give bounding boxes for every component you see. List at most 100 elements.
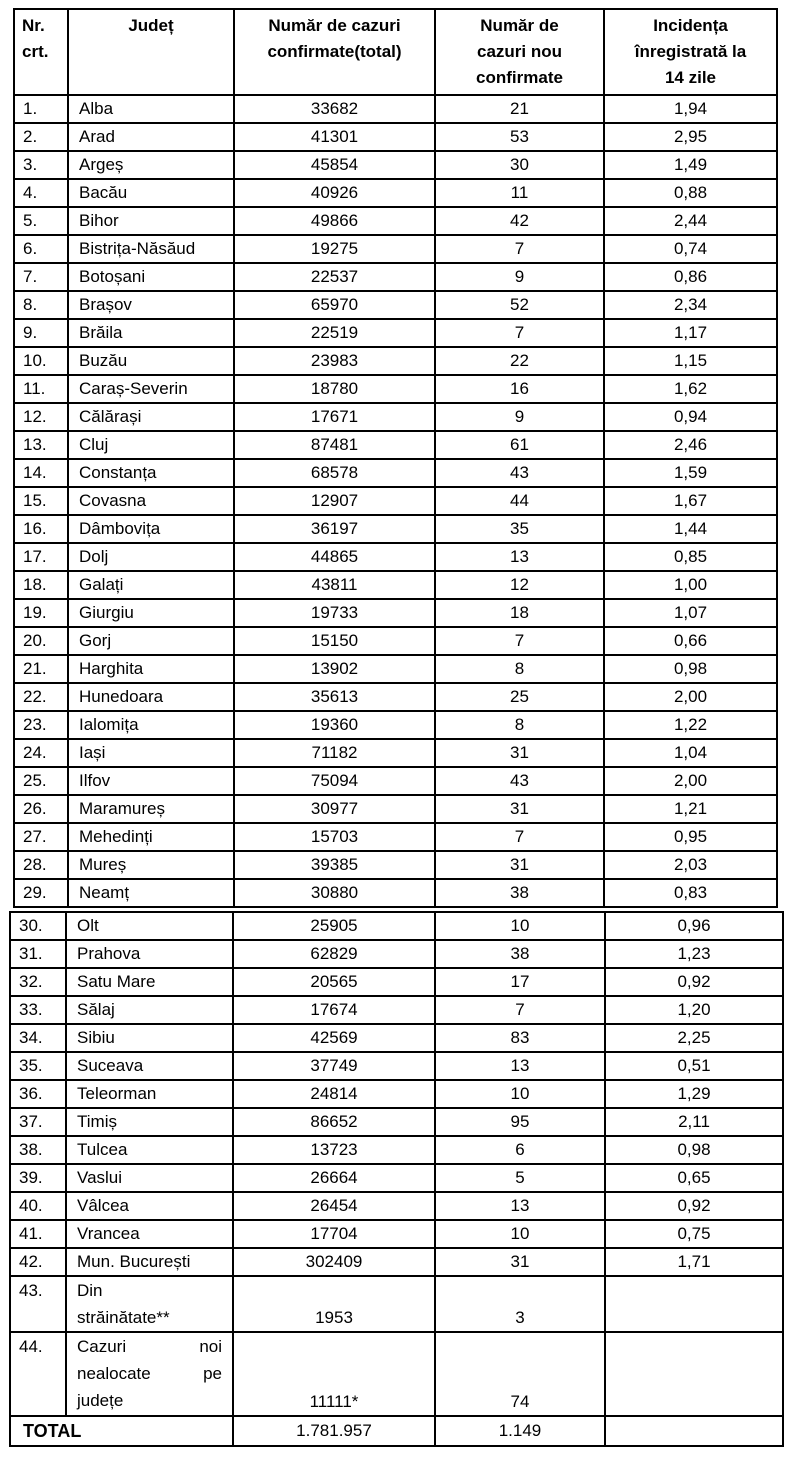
new-cases-cell: 13 <box>434 542 605 572</box>
new-cases-cell: 9 <box>434 402 605 432</box>
new-cases-cell: 3 <box>434 1275 606 1333</box>
county-cell: Tulcea <box>65 1135 234 1165</box>
total-cases-cell: 45854 <box>233 150 436 180</box>
total-cases-cell: 33682 <box>233 94 436 124</box>
county-cell: Harghita <box>67 654 235 684</box>
row-number-cell: 20. <box>13 626 69 656</box>
county-cell: Mun. București <box>65 1247 234 1277</box>
total-cases-cell: 75094 <box>233 766 436 796</box>
total-label-cell: TOTAL <box>9 1415 234 1447</box>
row-number-cell: 39. <box>9 1163 67 1193</box>
table-row: 23. Ialomița 19360 8 1,22 <box>13 710 778 740</box>
incidence-cell: 2,25 <box>604 1023 784 1053</box>
county-name-line: străinătate** <box>68 1304 231 1330</box>
incidence-cell: 0,98 <box>603 654 778 684</box>
table-row: 30. Olt 25905 10 0,96 <box>9 911 784 941</box>
total-cases-cell: 43811 <box>233 570 436 600</box>
total-cases-cell: 17674 <box>232 995 436 1025</box>
county-cell: Giurgiu <box>67 598 235 628</box>
table-row: 7. Botoșani 22537 9 0,86 <box>13 262 778 292</box>
table-row: 22. Hunedoara 35613 25 2,00 <box>13 682 778 712</box>
new-cases-cell: 12 <box>434 570 605 600</box>
county-cell: Vaslui <box>65 1163 234 1193</box>
county-cell: Bistrița-Năsăud <box>67 234 235 264</box>
total-cases-cell: 37749 <box>232 1051 436 1081</box>
county-cell: Alba <box>67 94 235 124</box>
total-row: TOTAL 1.781.957 1.149 <box>9 1415 784 1447</box>
incidence-cell: 0,92 <box>604 967 784 997</box>
county-name-word: Cazuri <box>77 1337 127 1356</box>
incidence-cell: 0,51 <box>604 1051 784 1081</box>
county-cell: Galați <box>67 570 235 600</box>
new-cases-cell: 22 <box>434 346 605 376</box>
header-new-cases: Număr de cazuri nou confirmate <box>434 8 605 96</box>
incidence-cell: 2,11 <box>604 1107 784 1137</box>
new-cases-cell: 95 <box>434 1107 606 1137</box>
total-cases-cell: 87481 <box>233 430 436 460</box>
new-cases-cell: 17 <box>434 967 606 997</box>
new-cases-cell: 7 <box>434 822 605 852</box>
county-cell: Prahova <box>65 939 234 969</box>
new-cases-cell: 43 <box>434 766 605 796</box>
county-cell: Argeș <box>67 150 235 180</box>
incidence-cell: 1,44 <box>603 514 778 544</box>
row-number-cell: 30. <box>9 911 67 941</box>
total-cases-cell: 18780 <box>233 374 436 404</box>
county-name-word: județe <box>77 1391 124 1410</box>
incidence-cell: 2,46 <box>603 430 778 460</box>
total-cases-cell: 62829 <box>232 939 436 969</box>
row-number-cell: 7. <box>13 262 69 292</box>
table-row: 27. Mehedinți 15703 7 0,95 <box>13 822 778 852</box>
row-number-cell: 24. <box>13 738 69 768</box>
table-row: 4. Bacău 40926 11 0,88 <box>13 178 778 208</box>
table-row: 1. Alba 33682 21 1,94 <box>13 94 778 124</box>
new-cases-cell: 43 <box>434 458 605 488</box>
new-cases-cell: 13 <box>434 1191 606 1221</box>
new-cases-cell: 38 <box>434 939 606 969</box>
table-row: 6. Bistrița-Năsăud 19275 7 0,74 <box>13 234 778 264</box>
total-cases-cell: 13902 <box>233 654 436 684</box>
new-cases-cell: 31 <box>434 794 605 824</box>
county-cell: Ialomița <box>67 710 235 740</box>
table-row: 3. Argeș 45854 30 1,49 <box>13 150 778 180</box>
county-cell: Mehedinți <box>67 822 235 852</box>
table-row: 33. Sălaj 17674 7 1,20 <box>9 995 784 1025</box>
county-cell: Suceava <box>65 1051 234 1081</box>
table-row: 8. Brașov 65970 52 2,34 <box>13 290 778 320</box>
incidence-cell: 0,85 <box>603 542 778 572</box>
table-row: 9. Brăila 22519 7 1,17 <box>13 318 778 348</box>
new-cases-cell: 31 <box>434 738 605 768</box>
table-row: 38. Tulcea 13723 6 0,98 <box>9 1135 784 1165</box>
county-name-line: Cazuri noi <box>68 1334 231 1360</box>
county-cell: Neamț <box>67 878 235 908</box>
table-row: 28. Mureș 39385 31 2,03 <box>13 850 778 880</box>
incidence-cell: 2,03 <box>603 850 778 880</box>
county-cell: Caraș-Severin <box>67 374 235 404</box>
table-row: 19. Giurgiu 19733 18 1,07 <box>13 598 778 628</box>
incidence-cell: 1,20 <box>604 995 784 1025</box>
county-cell: Buzău <box>67 346 235 376</box>
county-cell: Olt <box>65 911 234 941</box>
county-cell: Covasna <box>67 486 235 516</box>
table-header: Nr. crt. Județ Număr de cazuri confirmat… <box>13 8 778 96</box>
row-number-cell: 34. <box>9 1023 67 1053</box>
county-cell: Vrancea <box>65 1219 234 1249</box>
total-cases-cell: 12907 <box>233 486 436 516</box>
table-body-page2: 30. Olt 25905 10 0,96 31. Prahova 62829 38 1,23 32… <box>9 911 784 1417</box>
table-row: 17. Dolj 44865 13 0,85 <box>13 542 778 572</box>
incidence-cell: 2,44 <box>603 206 778 236</box>
table-row: 13. Cluj 87481 61 2,46 <box>13 430 778 460</box>
total-cases-cell: 19360 <box>233 710 436 740</box>
row-number-cell: 42. <box>9 1247 67 1277</box>
incidence-cell: 1,94 <box>603 94 778 124</box>
incidence-cell <box>604 1331 784 1417</box>
total-cases-cell: 26454 <box>232 1191 436 1221</box>
county-name-line: județe <box>68 1387 231 1414</box>
county-cell: Brăila <box>67 318 235 348</box>
row-number-cell: 40. <box>9 1191 67 1221</box>
total-cases-cell: 71182 <box>233 738 436 768</box>
row-number-cell: 1. <box>13 94 69 124</box>
row-number-cell: 4. <box>13 178 69 208</box>
total-cases-cell: 65970 <box>233 290 436 320</box>
table-row: 36. Teleorman 24814 10 1,29 <box>9 1079 784 1109</box>
